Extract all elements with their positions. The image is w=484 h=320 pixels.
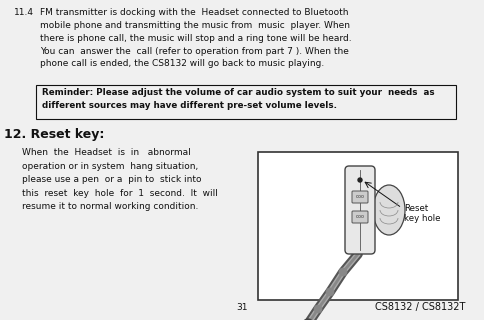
Text: 12. Reset key:: 12. Reset key: — [4, 128, 104, 141]
FancyBboxPatch shape — [351, 191, 367, 203]
Text: Reminder: Please adjust the volume of car audio system to suit your  needs  as
d: Reminder: Please adjust the volume of ca… — [42, 88, 434, 110]
Text: ooo: ooo — [355, 214, 364, 220]
FancyBboxPatch shape — [351, 211, 367, 223]
Text: CS8132 / CS8132T: CS8132 / CS8132T — [374, 302, 464, 312]
Circle shape — [338, 268, 346, 276]
Circle shape — [325, 288, 333, 296]
Ellipse shape — [372, 185, 404, 235]
FancyBboxPatch shape — [36, 85, 455, 119]
Circle shape — [313, 305, 321, 313]
Circle shape — [357, 178, 361, 182]
Text: 11.4: 11.4 — [14, 8, 34, 17]
Text: ooo: ooo — [355, 195, 364, 199]
Text: 31: 31 — [236, 303, 247, 312]
Text: When  the  Headset  is  in   abnormal
operation or in system  hang situation,
pl: When the Headset is in abnormal operatio… — [22, 148, 217, 211]
Circle shape — [302, 319, 312, 320]
FancyBboxPatch shape — [344, 166, 374, 254]
Text: Reset
key hole: Reset key hole — [403, 204, 439, 223]
Text: FM transmitter is docking with the  Headset connected to Bluetooth
mobile phone : FM transmitter is docking with the Heads… — [40, 8, 351, 68]
FancyBboxPatch shape — [257, 152, 457, 300]
